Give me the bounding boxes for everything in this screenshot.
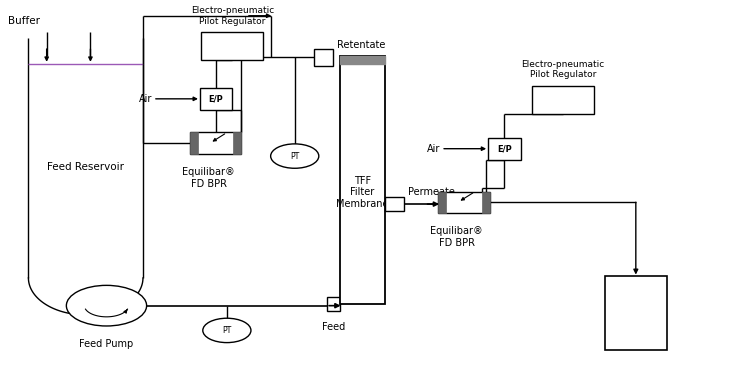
Bar	[532, 86, 594, 114]
Text: Air: Air	[427, 144, 440, 154]
Text: Buffer: Buffer	[8, 16, 40, 26]
Bar	[190, 132, 241, 154]
Text: PT: PT	[222, 326, 232, 335]
Text: Electro-pneumatic
Pilot Regulator: Electro-pneumatic Pilot Regulator	[191, 6, 274, 26]
Bar	[314, 49, 333, 66]
Text: Electro-pneumatic
Pilot Regulator: Electro-pneumatic Pilot Regulator	[521, 60, 605, 79]
Bar	[605, 276, 667, 350]
Text: Feed: Feed	[322, 322, 345, 332]
Bar	[482, 191, 490, 213]
Text: E/P: E/P	[497, 144, 512, 153]
Bar	[340, 56, 385, 304]
Bar	[439, 191, 447, 213]
Text: TFF
Filter
Membrane: TFF Filter Membrane	[336, 176, 389, 209]
Bar	[201, 32, 263, 60]
Text: Feed Pump: Feed Pump	[80, 339, 134, 349]
Text: Equilibar®
FD BPR: Equilibar® FD BPR	[182, 167, 235, 189]
Bar	[340, 56, 385, 65]
Bar	[233, 132, 241, 154]
Text: Permeate: Permeate	[408, 187, 455, 197]
Text: Feed Reservoir: Feed Reservoir	[48, 162, 124, 172]
Circle shape	[67, 285, 147, 326]
Circle shape	[202, 318, 251, 342]
Bar	[439, 191, 490, 213]
Bar	[327, 297, 340, 311]
Bar	[190, 132, 198, 154]
Circle shape	[270, 144, 319, 168]
Text: E/P: E/P	[208, 94, 223, 104]
Text: Retentate: Retentate	[337, 40, 385, 50]
Text: PT: PT	[290, 152, 300, 161]
Bar	[488, 138, 520, 160]
Text: Air: Air	[139, 94, 152, 104]
Bar	[385, 197, 404, 211]
Text: Equilibar®
FD BPR: Equilibar® FD BPR	[431, 226, 483, 248]
Bar	[200, 88, 232, 110]
